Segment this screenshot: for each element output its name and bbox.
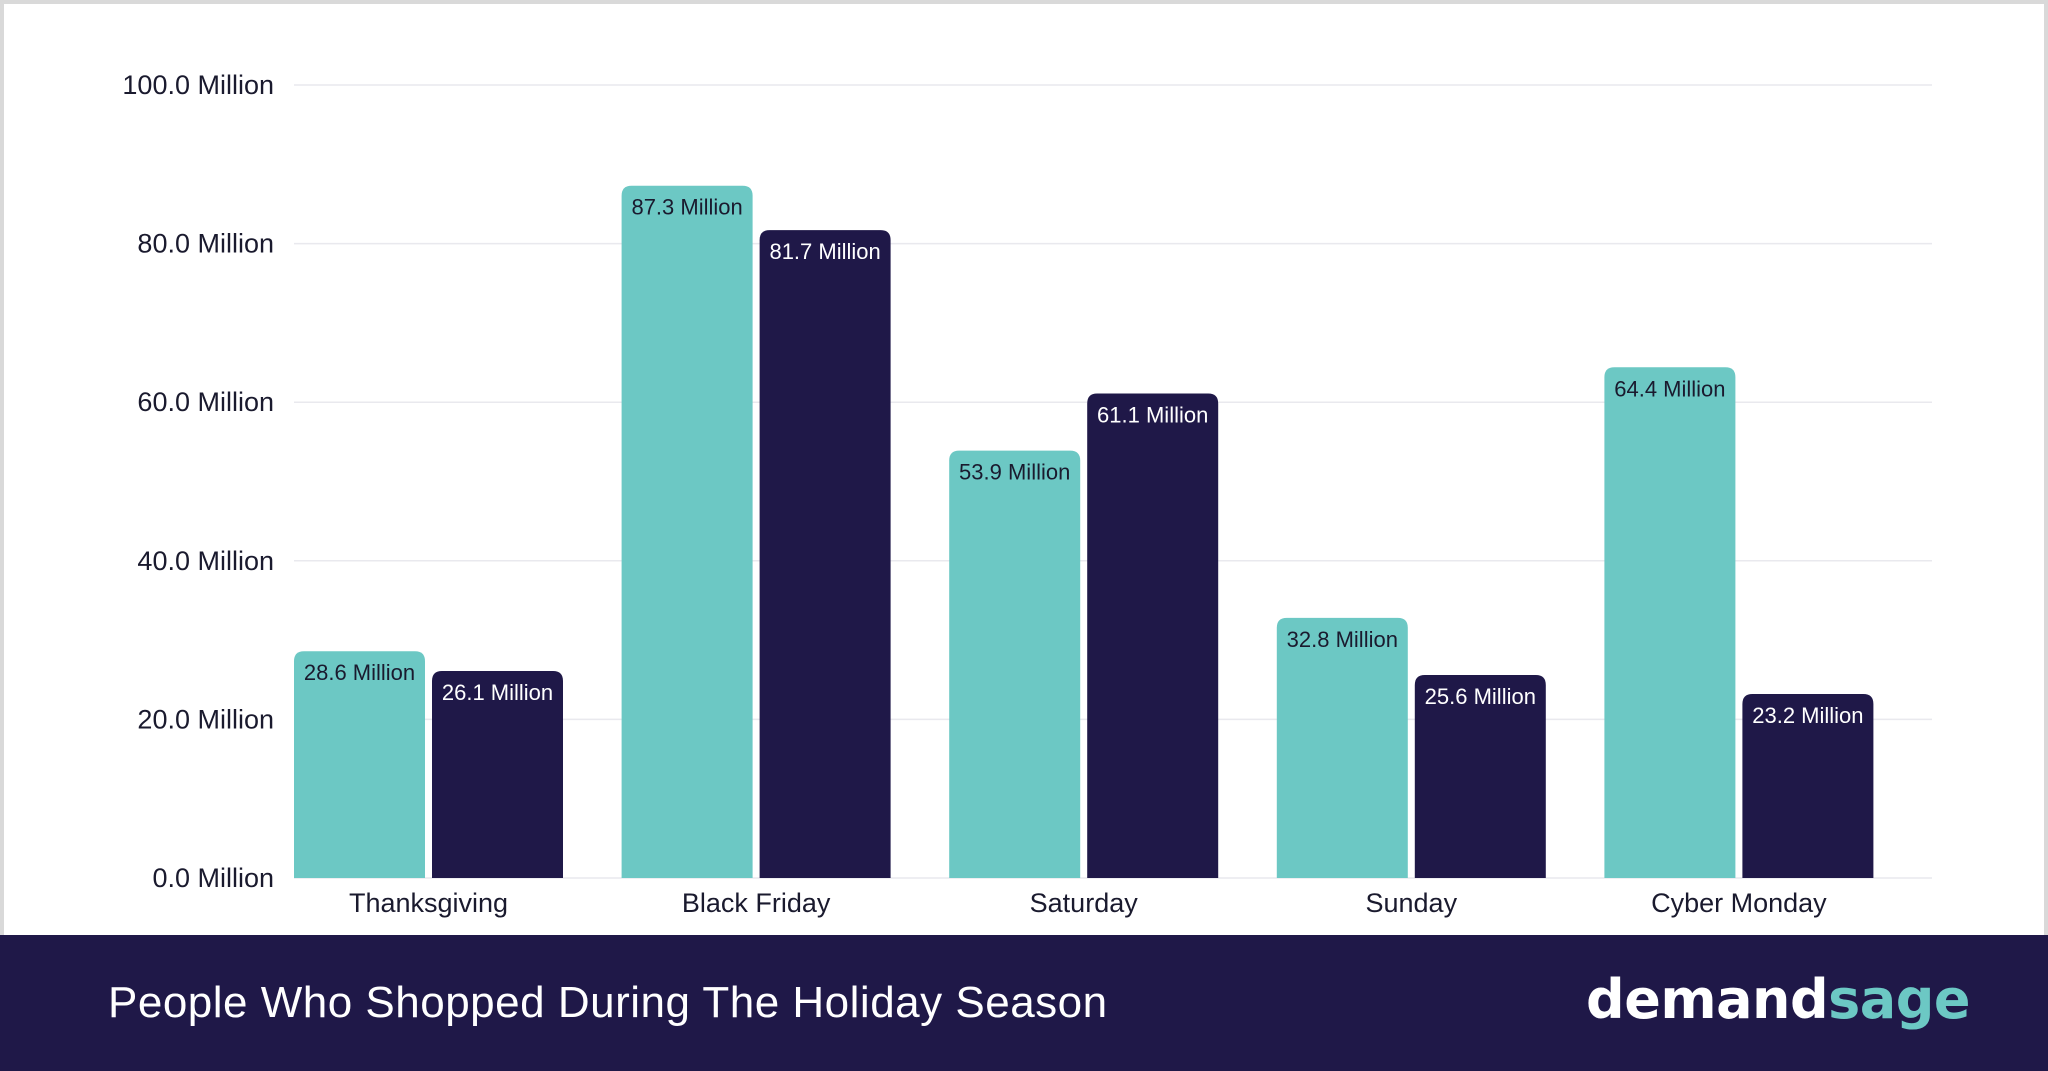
y-tick-label: 100.0 Million [122,70,274,100]
data-label: 23.2 Million [1752,703,1863,728]
y-tick-label: 60.0 Million [137,387,274,417]
bar [1414,674,1546,878]
x-tick-label: Thanksgiving [349,888,508,918]
bar [1087,393,1219,878]
bar [1276,617,1408,878]
x-tick-label: Cyber Monday [1651,888,1827,918]
data-label: 28.6 Million [304,660,415,685]
bar [1742,694,1874,878]
data-label: 81.7 Million [769,239,880,264]
bar [759,230,891,878]
x-tick-label: Sunday [1366,888,1458,918]
bar-chart: 0.0 Million 20.0 Million 40.0 Million 60.0 … [122,70,1932,918]
x-tick-label: Black Friday [682,888,831,918]
logo-text-sage: sage [1828,968,1970,1031]
data-label: 87.3 Million [631,195,742,220]
y-tick-label: 80.0 Million [137,229,274,259]
data-label: 61.1 Million [1097,402,1208,427]
data-label: 53.9 Million [959,460,1070,485]
y-tick-label: 0.0 Million [152,863,274,893]
x-tick-label: Saturday [1030,888,1139,918]
brand-logo: demandsage [1586,935,1970,1071]
bar [294,651,425,878]
logo-text-demand: demand [1586,968,1829,1031]
y-tick-label: 40.0 Million [137,546,274,576]
y-tick-label: 20.0 Million [137,704,274,734]
data-label: 26.1 Million [442,680,553,705]
bar [1604,367,1736,878]
data-label: 32.8 Million [1287,627,1398,652]
data-label: 64.4 Million [1614,376,1725,401]
chart-title: People Who Shopped During The Holiday Se… [108,978,1108,1027]
bar [621,185,753,878]
bar [949,450,1081,878]
footer-bar: People Who Shopped During The Holiday Se… [0,935,2048,1071]
bar [432,671,563,878]
data-label: 25.6 Million [1425,684,1536,709]
